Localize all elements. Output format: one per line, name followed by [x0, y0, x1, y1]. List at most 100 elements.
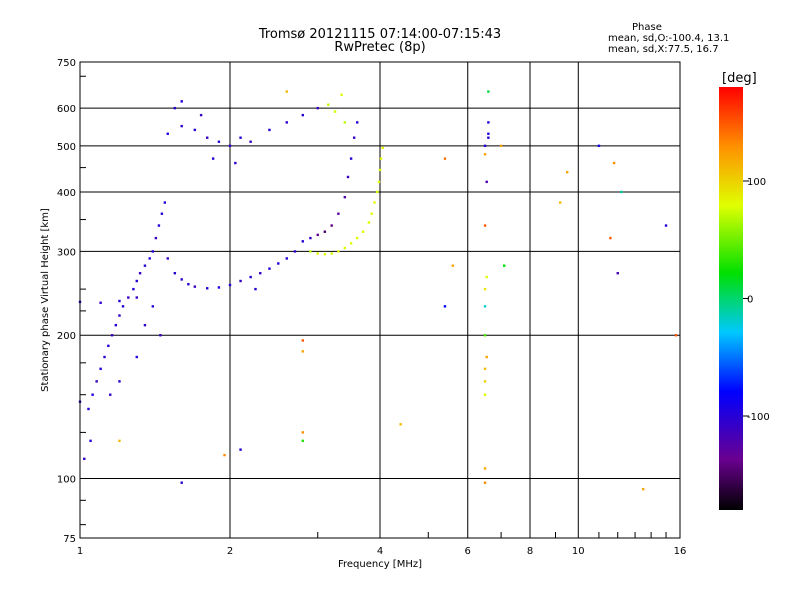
data-point	[343, 195, 347, 199]
data-point	[373, 201, 376, 204]
y-axis-label: Stationary phase Virtual Height [km]	[40, 208, 51, 392]
data-point	[301, 240, 305, 243]
data-point	[443, 305, 447, 308]
data-point	[268, 267, 271, 270]
data-point	[483, 481, 487, 484]
x-tick-label: 8	[527, 546, 533, 557]
data-point	[337, 212, 340, 215]
data-point	[135, 279, 138, 283]
data-point	[367, 221, 371, 224]
data-point	[249, 140, 252, 143]
data-point	[316, 233, 319, 237]
data-point	[173, 106, 177, 110]
data-point	[83, 457, 86, 461]
data-point	[285, 257, 288, 260]
data-point	[499, 144, 503, 148]
data-point	[612, 161, 616, 165]
data-point	[349, 242, 353, 245]
data-point	[483, 153, 487, 156]
data-point	[301, 439, 305, 443]
data-point	[89, 439, 92, 443]
data-point	[483, 144, 487, 148]
data-point	[316, 106, 319, 110]
data-point	[239, 279, 242, 283]
data-point	[349, 157, 353, 160]
x-axis-label: Frequency [MHz]	[338, 559, 422, 570]
data-point	[293, 250, 297, 253]
data-point	[565, 171, 569, 174]
data-point	[379, 157, 383, 160]
y-tick-label: 400	[57, 188, 76, 199]
data-point	[163, 201, 167, 204]
y-tick-label: 750	[57, 58, 76, 69]
data-point	[559, 201, 562, 204]
data-points	[78, 90, 678, 491]
data-point	[377, 180, 381, 184]
data-point	[193, 285, 197, 288]
data-point	[642, 487, 645, 491]
data-point	[483, 380, 487, 383]
data-point	[193, 128, 197, 132]
data-point	[609, 236, 612, 240]
data-point	[674, 334, 678, 337]
data-point	[135, 296, 138, 299]
data-point	[132, 287, 135, 291]
data-point	[285, 90, 288, 93]
data-point	[205, 136, 209, 139]
data-point	[483, 393, 487, 396]
data-point	[485, 275, 488, 279]
data-point	[228, 283, 232, 287]
data-point	[180, 100, 183, 103]
colorbar-unit: [deg]	[722, 71, 757, 86]
data-point	[254, 287, 257, 291]
data-point	[487, 121, 490, 124]
y-tick-label: 100	[57, 475, 76, 486]
data-point	[485, 355, 488, 359]
data-point	[316, 252, 319, 255]
data-point	[180, 278, 183, 281]
data-point	[301, 431, 305, 434]
data-point	[173, 272, 177, 275]
data-point	[355, 121, 359, 124]
data-point	[143, 323, 147, 327]
data-point	[143, 264, 147, 267]
data-point	[343, 246, 347, 250]
x-tick-label: 16	[674, 546, 687, 557]
data-point	[483, 367, 487, 371]
data-point	[301, 113, 305, 117]
data-point	[118, 439, 121, 443]
data-point	[352, 136, 356, 139]
data-point	[234, 161, 237, 165]
data-point	[340, 93, 343, 96]
data-point	[285, 121, 288, 124]
data-point	[355, 236, 359, 240]
data-point	[151, 305, 155, 308]
stats-x-value: 77.5, 16.7	[667, 44, 719, 55]
colorbar-tick-label: 100	[747, 177, 766, 188]
y-tick-label: 500	[57, 142, 76, 153]
data-point	[99, 367, 102, 371]
data-point	[483, 224, 487, 227]
plot-frame	[79, 61, 681, 539]
data-point	[443, 157, 447, 160]
data-point	[483, 467, 487, 470]
colorbar	[719, 87, 743, 510]
data-point	[620, 190, 623, 194]
data-point	[107, 344, 110, 348]
data-point	[343, 121, 347, 124]
data-point	[87, 407, 90, 411]
data-point	[323, 230, 327, 233]
data-point	[118, 314, 121, 317]
data-point	[180, 124, 183, 128]
data-point	[199, 113, 203, 117]
data-point	[451, 264, 455, 267]
data-point	[309, 250, 312, 253]
phase-label: Phase	[632, 22, 662, 33]
data-point	[239, 448, 242, 451]
x-tick-label: 2	[227, 546, 233, 557]
data-point	[121, 305, 125, 308]
y-tick-label: 200	[57, 331, 76, 342]
data-point	[487, 136, 490, 139]
data-point	[337, 250, 340, 253]
